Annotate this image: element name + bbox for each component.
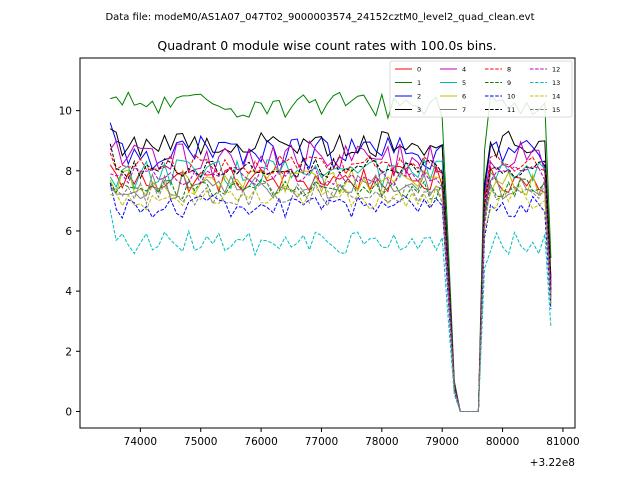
x-tick-label: 78000 <box>365 436 398 448</box>
y-tick-label: 6 <box>65 226 72 238</box>
legend-label: 0 <box>417 66 421 74</box>
chart-title: Quadrant 0 module wise count rates with … <box>157 38 496 53</box>
legend-label: 1 <box>417 79 421 87</box>
y-tick-label: 0 <box>65 406 72 418</box>
series-line-15 <box>110 181 552 412</box>
legend-label: 4 <box>462 66 466 74</box>
legend-box <box>389 60 573 118</box>
y-tick-label: 8 <box>65 166 72 178</box>
series-layer <box>109 91 552 412</box>
legend-label: 7 <box>462 106 466 114</box>
legend-label: 8 <box>507 66 511 74</box>
y-axis: 0 2 4 6 8 10 <box>59 106 80 418</box>
legend-label: 9 <box>507 79 511 87</box>
legend-label: 2 <box>417 93 421 101</box>
series-line-10 <box>109 182 552 412</box>
legend-label: 12 <box>552 66 560 74</box>
figure-suptitle: Data file: modeM0/AS1A07_047T02_90000035… <box>105 12 534 23</box>
y-tick-label: 2 <box>65 346 72 358</box>
legend-label: 11 <box>507 106 515 114</box>
legend-label: 3 <box>417 106 421 114</box>
x-tick-label: 75000 <box>184 436 217 448</box>
legend-label: 10 <box>507 93 515 101</box>
y-tick-label: 10 <box>59 106 72 118</box>
x-offset-label: +3.22e8 <box>530 457 575 469</box>
x-tick-label: 81000 <box>546 436 579 448</box>
series-line-11 <box>109 143 552 412</box>
x-tick-label: 77000 <box>305 436 338 448</box>
x-tick-label: 79000 <box>425 436 458 448</box>
legend-label: 13 <box>552 79 560 87</box>
x-tick-label: 76000 <box>244 436 277 448</box>
x-tick-label: 80000 <box>486 436 519 448</box>
axes-frame <box>79 57 576 429</box>
x-axis: 74000 75000 76000 77000 78000 79000 80000 81000 <box>124 428 580 448</box>
legend-label: 6 <box>462 93 466 101</box>
legend-label: 15 <box>552 106 560 114</box>
x-tick-label: 74000 <box>124 436 157 448</box>
y-tick-label: 4 <box>65 286 72 298</box>
legend-label: 14 <box>552 93 560 101</box>
legend-label: 5 <box>462 79 466 87</box>
series-line-1 <box>110 91 552 412</box>
